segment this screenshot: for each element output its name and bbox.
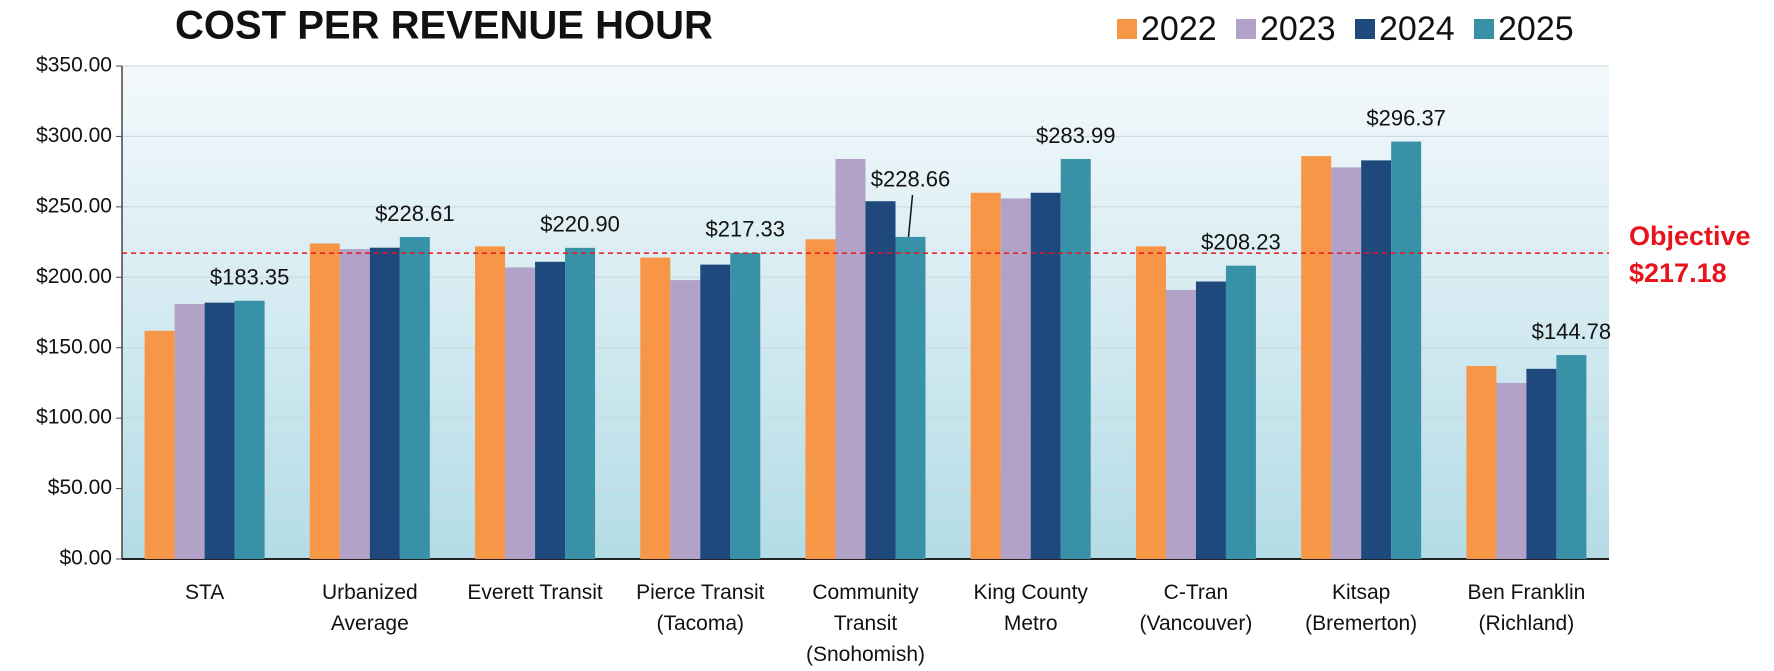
legend-label: 2023 [1260,10,1336,48]
bar [1165,289,1196,559]
bar [1526,368,1557,559]
data-label: $144.78 [1532,319,1612,344]
x-tick-label: Urbanized Average [322,581,418,635]
bar [234,300,265,559]
objective-value: $217.18 [1629,258,1727,288]
y-tick-label: $100.00 [36,406,112,429]
bar [1030,192,1061,559]
bar [1361,160,1392,560]
bar [1466,366,1497,559]
chart-title: COST PER REVENUE HOUR [175,4,713,48]
data-label: $296.37 [1366,105,1446,130]
bar [895,236,926,559]
bar [1225,265,1256,559]
leader-line [907,194,914,237]
x-tick-label: Community Transit (Snohomish) [806,581,925,666]
x-tick-label: Kitsap (Bremerton) [1305,581,1417,635]
bar [865,201,896,560]
x-tick-label: C-Tran (Vancouver) [1140,581,1253,635]
legend-label: 2025 [1498,10,1574,48]
bar [670,280,701,559]
bar [475,246,506,559]
bar [1331,167,1362,559]
bar [1060,158,1091,559]
x-tick-label: Everett Transit [467,581,603,604]
data-label: $220.90 [540,212,620,237]
bar [835,158,866,560]
bar [1195,281,1226,559]
bar [805,239,836,560]
bar [174,304,205,559]
legend-swatch [1355,19,1375,39]
data-label: $217.33 [706,217,786,242]
bar [640,257,671,559]
y-tick-label: $200.00 [36,265,112,288]
bar [1556,355,1587,559]
bar [1000,198,1031,560]
objective-label: Objective [1629,221,1751,251]
bar [1301,156,1332,560]
bar [730,252,761,559]
bar [144,330,175,559]
bar [565,247,596,560]
data-label: $208.23 [1201,230,1281,255]
y-tick-label: $0.00 [59,547,112,570]
bar [505,267,536,559]
x-tick-label: STA [185,581,224,604]
legend-label: 2022 [1141,10,1217,48]
bar [1135,246,1166,559]
bar [204,302,235,559]
bar [1496,382,1527,559]
legend-swatch [1236,19,1256,39]
data-label: $228.66 [871,167,951,192]
bar [535,261,566,559]
y-tick-label: $250.00 [36,194,112,217]
y-tick-label: $350.00 [36,54,112,77]
data-label: $183.35 [210,265,290,290]
y-tick-label: $150.00 [36,335,112,358]
data-label: $283.99 [1036,123,1116,148]
bar [1391,141,1422,559]
y-tick-label: $300.00 [36,124,112,147]
y-tick-label: $50.00 [48,476,112,499]
legend-swatch [1117,19,1137,39]
bar [700,264,731,559]
bar [399,236,430,559]
legend-swatch [1474,19,1494,39]
x-tick-label: Pierce Transit (Tacoma) [636,581,765,635]
bar [369,247,400,559]
bar [339,249,370,559]
x-tick-label: King County Metro [974,581,1089,635]
bar [309,243,340,560]
data-label: $228.61 [375,201,455,226]
legend-label: 2024 [1379,10,1455,48]
x-tick-label: Ben Franklin (Richland) [1467,581,1585,635]
bar [970,192,1001,559]
